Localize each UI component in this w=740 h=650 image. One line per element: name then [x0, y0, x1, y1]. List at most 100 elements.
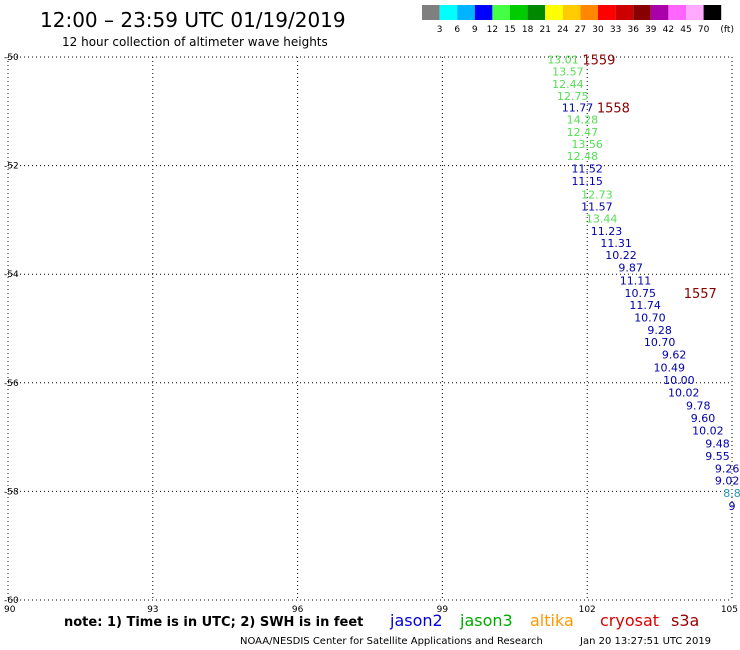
wave-height-value: 10.70 — [644, 336, 676, 349]
wave-height-value: 12.73 — [581, 188, 613, 201]
wave-height-value: 10.02 — [668, 387, 700, 400]
wave-height-value: 9 — [729, 500, 736, 513]
satellite-name: cryosat — [600, 611, 659, 630]
wave-height-value: 11.15 — [571, 175, 603, 188]
map-title: 12:00 – 23:59 UTC 01/19/2019 — [40, 8, 346, 32]
pass-number: 1559 — [582, 54, 615, 69]
legend-swatch — [703, 5, 722, 20]
legend-label: 39 — [645, 25, 657, 35]
pass-number: 1558 — [597, 101, 630, 116]
legend-label: 6 — [454, 25, 460, 35]
legend-swatch — [686, 5, 704, 20]
wave-height-value: 11.23 — [591, 225, 623, 238]
legend-label: 70 — [698, 25, 710, 35]
legend-label: 9 — [472, 25, 478, 35]
wave-height-value: 11.57 — [581, 200, 613, 213]
legend-swatch — [615, 5, 634, 20]
legend-swatch — [439, 5, 458, 20]
legend-swatch — [527, 5, 546, 20]
legend-swatch — [598, 5, 616, 20]
wave-height-value: 9.26 — [715, 463, 740, 476]
legend-swatch — [633, 5, 651, 20]
satellite-name: jason3 — [459, 611, 513, 630]
footer-note: note: 1) Time is in UTC; 2) SWH is in fe… — [64, 615, 363, 630]
wave-height-value: 9.62 — [662, 349, 687, 362]
wave-height-value: 11.31 — [600, 237, 632, 250]
wave-height-value: 9.60 — [691, 412, 716, 425]
credit-line: NOAA/NESDIS Center for Satellite Applica… — [240, 636, 543, 647]
wave-height-value: 10.22 — [605, 249, 637, 262]
legend-label: 24 — [557, 25, 569, 35]
legend-label: 12 — [487, 25, 498, 35]
wave-height-value: 11.77 — [562, 101, 594, 114]
legend-label: 18 — [522, 25, 534, 35]
lat-tick-label: -58 — [4, 487, 19, 497]
satellite-name: altika — [530, 611, 574, 630]
map-subtitle: 12 hour collection of altimeter wave hei… — [62, 35, 328, 49]
lon-tick-label: 90 — [4, 605, 16, 615]
legend-swatch — [492, 5, 510, 20]
wave-height-value: 11.74 — [629, 299, 661, 312]
lon-tick-label: 99 — [437, 605, 449, 615]
wave-height-value: 12.44 — [552, 78, 584, 91]
lat-tick-label: -60 — [4, 596, 19, 606]
wave-height-value: 13.44 — [586, 212, 618, 225]
wave-height-value: 9.87 — [618, 262, 643, 275]
wave-height-value: 11.11 — [620, 275, 652, 288]
pass-number-labels: 1559 1558 1557 — [582, 54, 716, 302]
wave-height-value: 14.28 — [567, 113, 599, 126]
wave-height-value: 13.56 — [571, 138, 603, 151]
legend-label: 30 — [592, 25, 604, 35]
lon-tick-label: 96 — [292, 605, 304, 615]
legend-label: 15 — [504, 25, 515, 35]
lat-tick-label: -52 — [4, 162, 19, 172]
lon-tick-label: 102 — [579, 605, 596, 615]
legend-label: 21 — [539, 25, 550, 35]
wave-height-value: 10.00 — [663, 374, 695, 387]
wave-height-value: 9.48 — [705, 438, 730, 451]
wave-height-value: 10.70 — [634, 312, 666, 325]
wave-height-value: 12.75 — [557, 90, 589, 103]
lat-tick-label: -56 — [4, 379, 19, 389]
legend-swatch — [474, 5, 493, 20]
wave-height-value: 8.8 — [723, 487, 740, 500]
satellite-name: jason2 — [389, 611, 443, 630]
wave-height-value: 10.75 — [625, 287, 657, 300]
legend-swatch — [650, 5, 669, 20]
wave-height-value: 10.02 — [692, 425, 724, 438]
legend-swatch — [580, 5, 598, 20]
satellite-legend: jason2 jason3 altika cryosat s3a — [389, 611, 699, 630]
lat-lon-grid — [7, 56, 733, 601]
legend-label: 27 — [575, 25, 586, 35]
legend-label: (ft) — [720, 25, 734, 35]
satellite-name: s3a — [671, 611, 699, 630]
color-legend: 3 6 9 12 15 18 21 24 27 30 33 36 39 42 45 70 (ft) — [422, 5, 734, 35]
legend-label: 45 — [680, 25, 691, 35]
wave-height-value: 13.57 — [552, 66, 584, 79]
wave-height-value: 11.52 — [571, 162, 603, 175]
wave-height-value: 10.49 — [654, 362, 686, 375]
legend-label: 42 — [663, 25, 674, 35]
wave-height-value: 12.48 — [567, 150, 599, 163]
lat-tick-label: -50 — [4, 53, 19, 63]
wave-height-value: 9.78 — [686, 400, 711, 413]
lon-tick-label: 93 — [147, 605, 158, 615]
wave-height-value: 12.47 — [567, 126, 599, 139]
wave-height-value: 9.55 — [705, 450, 730, 463]
legend-swatch — [668, 5, 686, 20]
legend-swatch — [510, 5, 528, 20]
legend-label: 33 — [610, 25, 621, 35]
wave-height-value: 13.01 — [547, 54, 579, 67]
legend-swatch — [545, 5, 563, 20]
lon-tick-label: 105 — [721, 605, 738, 615]
legend-swatch — [422, 5, 440, 20]
wave-height-value: 9.02 — [715, 475, 740, 488]
timestamp: Jan 20 13:27:51 UTC 2019 — [579, 636, 711, 647]
wave-height-value: 9.28 — [647, 324, 672, 337]
lat-tick-label: -54 — [4, 270, 19, 280]
legend-label: 36 — [627, 25, 639, 35]
legend-label: 3 — [437, 25, 443, 35]
